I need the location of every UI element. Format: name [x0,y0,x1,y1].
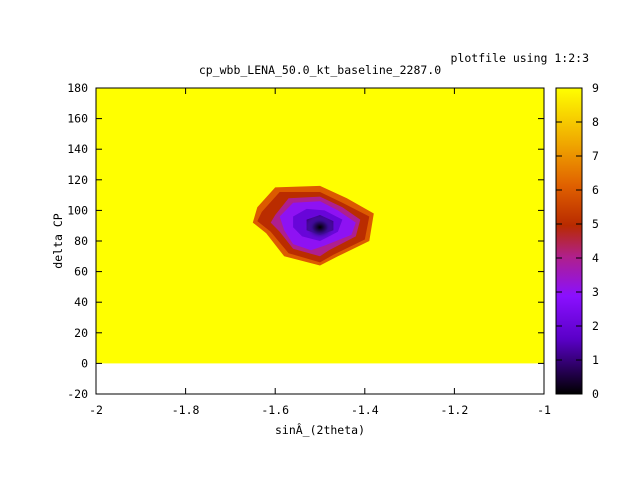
y-tick-label: 80 [74,234,88,248]
y-tick-label: 40 [74,295,88,309]
x-tick-label: -1.8 [172,403,200,417]
colorbar-tick-label: 4 [592,251,599,265]
y-tick-label: 20 [74,326,88,340]
y-tick-label: 120 [67,173,88,187]
plot-area [96,88,544,364]
y-tick-label: 160 [67,112,88,126]
chart-title: cp_wbb_LENA_50.0_kt_baseline_2287.0 [199,63,441,77]
x-tick-label: -1.4 [351,403,379,417]
x-tick-label: -2 [89,403,103,417]
colorbar-gradient [555,87,583,395]
x-tick-label: -1.6 [261,403,289,417]
colorbar-tick-label: 7 [592,149,599,163]
colorbar-tick-label: 9 [592,81,599,95]
colorbar: 0 1 2 3 4 5 6 7 8 9 [555,81,599,401]
colorbar-tick-label: 3 [592,285,599,299]
y-axis: -20 0 20 40 60 80 100 120 140 160 180 [67,81,544,401]
colorbar-tick-label: 2 [592,319,599,333]
x-tick-label: -1 [537,403,551,417]
heatmap-minimum-core [304,214,336,241]
x-axis: -2 -1.8 -1.6 -1.4 -1.2 -1 [89,88,551,417]
y-tick-label: 180 [67,81,88,95]
y-tick-label: 0 [81,356,88,370]
x-axis-label: sinÂ_(2theta) [275,422,365,437]
y-axis-label: delta CP [51,213,65,268]
y-tick-label: 60 [74,265,88,279]
colorbar-tick-label: 5 [592,217,599,231]
y-tick-label: -20 [67,387,88,401]
x-tick-label: -1.2 [441,403,469,417]
colorbar-ticks: 0 1 2 3 4 5 6 7 8 9 [556,81,599,401]
colorbar-tick-label: 8 [592,115,599,129]
colorbar-tick-label: 6 [592,183,599,197]
y-tick-label: 100 [67,203,88,217]
colorbar-tick-label: 1 [592,353,599,367]
legend-key: plotfile using 1:2:3 [451,51,590,65]
y-tick-label: 140 [67,142,88,156]
colorbar-tick-label: 0 [592,387,599,401]
